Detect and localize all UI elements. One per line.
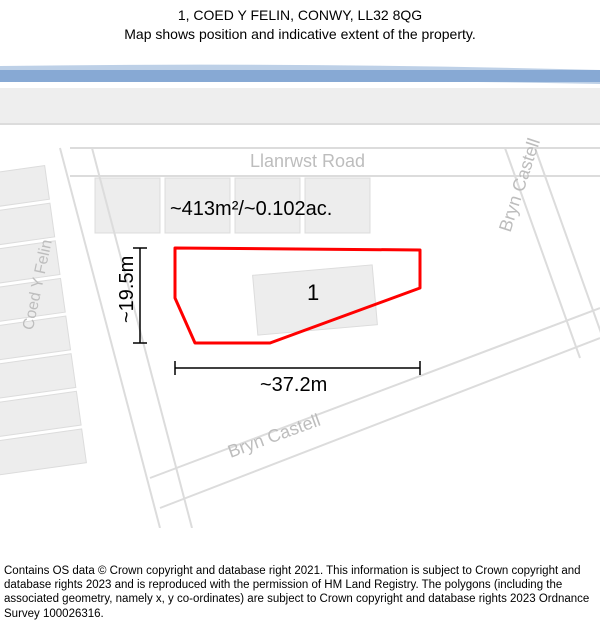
road-label-llanrwst: Llanrwst Road [250, 151, 365, 172]
plot-number: 1 [307, 280, 319, 306]
map-svg [0, 48, 600, 528]
height-label: ~19.5m [116, 256, 139, 323]
brync-up-r [535, 148, 600, 358]
road-shoulder [0, 88, 600, 124]
subtitle-line: Map shows position and indicative extent… [0, 25, 600, 44]
address-line: 1, COED Y FELIN, CONWY, LL32 8QG [0, 6, 600, 25]
brync-lo-b [160, 338, 600, 508]
header: 1, COED Y FELIN, CONWY, LL32 8QG Map sho… [0, 0, 600, 44]
dim-horizontal [175, 361, 420, 375]
area-label: ~413m²/~0.102ac. [170, 198, 332, 221]
width-label: ~37.2m [260, 374, 327, 397]
left-houses [0, 166, 86, 477]
map-area: Llanrwst Road Bryn Castell Bryn Castell … [0, 48, 600, 528]
footer-copyright: Contains OS data © Crown copyright and d… [4, 564, 596, 622]
brync-lo-t [150, 308, 600, 478]
